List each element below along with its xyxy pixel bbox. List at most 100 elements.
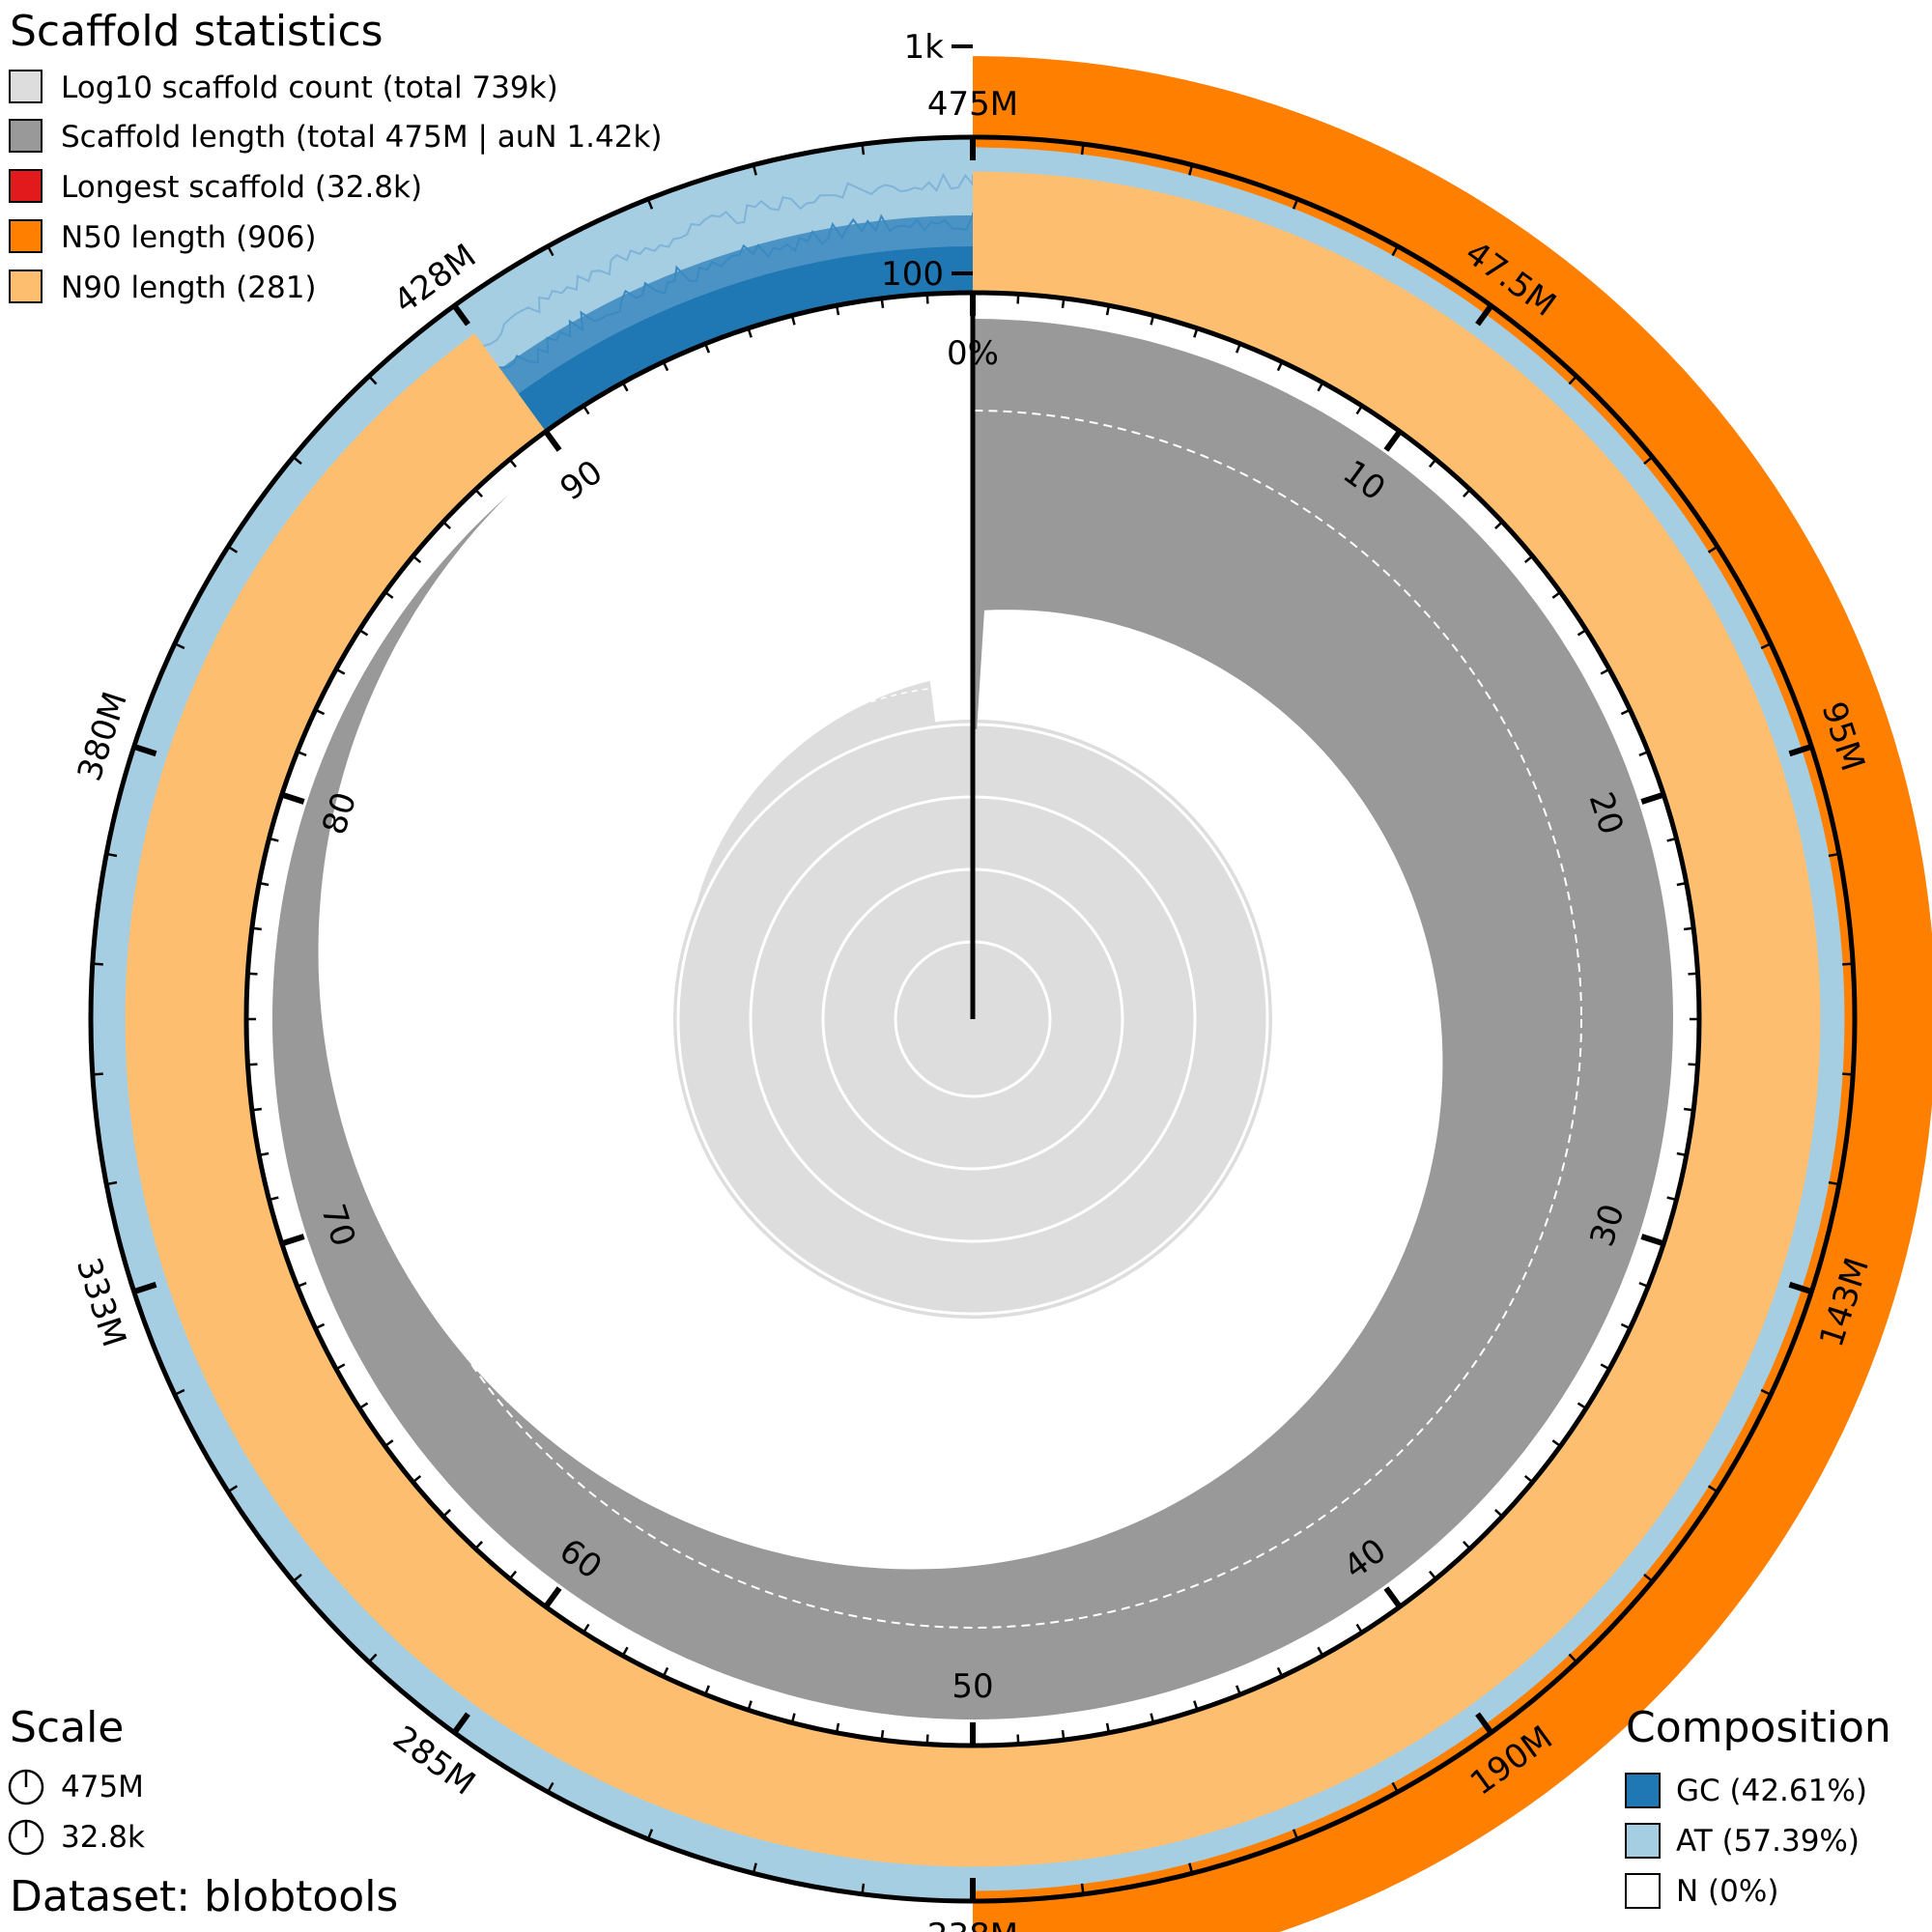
percent-minor-tick: [704, 343, 711, 354]
length-minor-tick: [752, 1862, 757, 1874]
percent-minor-tick: [582, 405, 590, 415]
composition-label: GC (42.61%): [1676, 1774, 1867, 1808]
composition-label: AT (57.39%): [1676, 1824, 1860, 1859]
percent-minor-tick: [1016, 294, 1020, 304]
percent-minor-tick: [1494, 1509, 1504, 1518]
length-tick-label: 475M: [927, 85, 1018, 124]
percent-minor-tick: [1150, 1713, 1155, 1723]
percent-minor-tick: [358, 629, 369, 637]
percent-minor-tick: [747, 327, 753, 338]
percent-minor-tick: [1429, 458, 1437, 469]
composition-label: N (0%): [1676, 1874, 1778, 1909]
percent-minor-tick: [1235, 343, 1241, 354]
legend-swatch-longest: [9, 169, 43, 203]
percent-minor-tick: [880, 1729, 885, 1741]
length-minor-tick: [1842, 962, 1854, 966]
percent-minor-tick: [1235, 1685, 1241, 1695]
length-minor-tick: [174, 642, 185, 650]
percent-minor-tick: [335, 668, 346, 675]
radial-tick-label: 1k: [904, 28, 945, 67]
percent-minor-tick: [1600, 668, 1610, 675]
length-tick: [451, 1712, 470, 1735]
length-minor-tick: [292, 456, 302, 466]
percent-tick: [1383, 1586, 1403, 1609]
percent-minor-tick: [1317, 1646, 1324, 1657]
percent-minor-tick: [1276, 1666, 1284, 1677]
length-minor-tick: [1568, 375, 1577, 385]
length-minor-tick: [292, 1573, 302, 1582]
length-minor-tick: [1828, 852, 1840, 858]
percent-minor-tick: [790, 315, 796, 326]
percent-minor-tick: [384, 590, 394, 599]
percent-minor-tick: [1429, 1570, 1437, 1580]
length-minor-tick: [547, 1781, 554, 1793]
composition-item: AT (57.39%): [1625, 1823, 1860, 1859]
percent-minor-tick: [1577, 1402, 1587, 1409]
percent-minor-tick: [1150, 315, 1155, 326]
length-minor-tick: [547, 245, 554, 257]
length-minor-tick: [105, 1180, 118, 1186]
percent-tick: [1640, 791, 1665, 805]
percent-tick: [1640, 1234, 1665, 1247]
percent-minor-tick: [1463, 1541, 1471, 1550]
percent-minor-tick: [582, 1623, 590, 1634]
percent-minor-tick: [412, 554, 422, 563]
percent-minor-tick: [1193, 327, 1199, 338]
percent-minor-tick: [441, 521, 451, 529]
legend-swatch-length: [9, 119, 43, 153]
percent-minor-tick: [269, 1196, 279, 1202]
composition-swatch-at: [1625, 1823, 1661, 1859]
legend-swatch-n50: [9, 219, 43, 253]
scale-item: 475M: [8, 1769, 144, 1805]
scale-title: Scale: [10, 1703, 124, 1752]
composition-swatch-gc: [1625, 1773, 1661, 1808]
percent-tick: [280, 791, 305, 805]
percent-minor-tick: [621, 382, 629, 392]
percent-minor-tick: [259, 1151, 270, 1157]
percent-minor-tick: [1666, 837, 1677, 842]
composition-swatch-n: [1625, 1873, 1661, 1909]
percent-minor-tick: [1600, 1363, 1610, 1371]
percent-minor-tick: [747, 1700, 753, 1711]
legend-label: Scaffold length (total 475M | auN 1.42k): [61, 120, 663, 155]
length-minor-tick: [174, 1388, 185, 1396]
legend-label: N90 length (281): [61, 270, 317, 305]
length-minor-tick: [1188, 1862, 1194, 1874]
percent-minor-tick: [1355, 1623, 1363, 1634]
composition-item: GC (42.61%): [1625, 1773, 1867, 1808]
percent-minor-tick: [835, 1722, 840, 1733]
percent-minor-tick: [1061, 298, 1065, 309]
legend-label: Log10 scaffold count (total 739k): [61, 71, 558, 105]
legend-item: N90 length (281): [9, 270, 317, 305]
length-minor-tick: [368, 375, 378, 385]
percent-minor-tick: [508, 458, 517, 469]
percent-minor-tick: [790, 1713, 796, 1723]
length-minor-tick: [1292, 198, 1299, 210]
percent-minor-tick: [662, 361, 669, 372]
length-minor-tick: [1760, 1388, 1772, 1396]
percent-minor-tick: [880, 298, 885, 309]
length-minor-tick: [1080, 1883, 1085, 1894]
length-minor-tick: [1828, 1180, 1840, 1186]
percent-minor-tick: [925, 294, 929, 304]
dataset-label: Dataset: blobtools: [10, 1872, 398, 1921]
percent-tick: [1383, 429, 1403, 452]
percent-tick-label: 0%: [947, 334, 999, 373]
percent-minor-tick: [1463, 488, 1471, 497]
percent-minor-tick: [315, 708, 326, 716]
length-tick: [132, 1281, 157, 1294]
percent-minor-tick: [384, 1439, 394, 1448]
length-minor-tick: [105, 852, 118, 858]
percent-minor-tick: [335, 1363, 346, 1371]
percent-minor-tick: [1676, 881, 1687, 887]
length-minor-tick: [1080, 144, 1085, 156]
length-tick-label: 238M: [927, 1917, 1018, 1932]
percent-minor-tick: [297, 751, 307, 757]
length-minor-tick: [646, 198, 654, 210]
percent-minor-tick: [297, 1281, 307, 1288]
percent-minor-tick: [704, 1685, 711, 1695]
percent-minor-tick: [1523, 554, 1534, 563]
legend-item: Log10 scaffold count (total 739k): [9, 70, 558, 105]
legend-item: N50 length (906): [9, 219, 317, 255]
